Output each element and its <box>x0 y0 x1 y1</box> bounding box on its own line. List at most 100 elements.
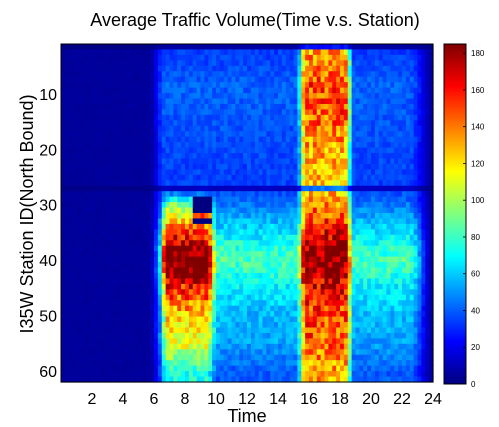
heatmap-cell <box>177 207 182 214</box>
heatmap-cell <box>417 153 422 160</box>
heatmap-cell <box>103 163 109 170</box>
heatmap-cell <box>278 207 283 214</box>
heatmap-cell <box>192 153 198 160</box>
heatmap-cell <box>359 300 364 307</box>
heatmap-cell <box>347 223 353 230</box>
heatmap-cell <box>371 223 376 230</box>
heatmap-cell <box>320 131 326 138</box>
heatmap-cell <box>270 76 275 83</box>
heatmap-cell <box>200 71 205 78</box>
heatmap-cell <box>402 82 407 89</box>
heatmap-cell <box>340 283 345 290</box>
heatmap-cell <box>150 103 155 111</box>
heatmap-cell <box>157 44 163 51</box>
heatmap-cell <box>340 213 345 220</box>
heatmap-cell <box>363 294 368 301</box>
heatmap-cell <box>192 71 198 78</box>
heatmap-cell <box>351 262 357 269</box>
heatmap-cell <box>123 114 128 121</box>
heatmap-cell <box>363 60 368 67</box>
heatmap-cell <box>80 87 85 94</box>
heatmap-cell <box>340 251 345 258</box>
heatmap-cell <box>382 109 388 116</box>
heatmap-cell <box>394 87 399 94</box>
heatmap-cell <box>61 278 66 285</box>
heatmap-cell <box>72 169 78 176</box>
heatmap-cell <box>119 163 124 170</box>
heatmap-cell <box>262 251 267 258</box>
heatmap-cell <box>429 229 434 236</box>
heatmap-cell <box>266 229 271 236</box>
heatmap-cell <box>235 196 240 203</box>
heatmap-cell <box>371 294 376 301</box>
heatmap-cell <box>324 136 329 143</box>
heatmap-cell <box>157 54 163 61</box>
heatmap-cell <box>359 262 364 269</box>
heatmap-cell <box>84 103 89 111</box>
heatmap-cell <box>130 289 136 296</box>
heatmap-cell <box>332 305 337 312</box>
heatmap-cell <box>405 267 411 274</box>
heatmap-cell <box>76 207 81 214</box>
heatmap-cell <box>181 185 186 192</box>
heatmap-cell <box>274 272 279 280</box>
heatmap-cell <box>247 60 252 67</box>
heatmap-cell <box>394 191 399 198</box>
heatmap-cell <box>309 54 314 61</box>
heatmap-cell <box>200 60 205 67</box>
heatmap-cell <box>80 76 85 83</box>
heatmap-cell <box>309 174 314 181</box>
heatmap-cell <box>181 109 186 116</box>
heatmap-cell <box>200 191 205 198</box>
heatmap-cell <box>281 158 287 165</box>
heatmap-cell <box>285 76 291 83</box>
heatmap-cell <box>95 202 101 209</box>
heatmap-cell <box>320 267 326 274</box>
heatmap-cell <box>305 322 310 329</box>
heatmap-cell <box>355 240 360 247</box>
heatmap-cell <box>126 294 132 301</box>
heatmap-cell <box>99 44 105 51</box>
heatmap-cell <box>285 136 291 143</box>
heatmap-cell <box>76 44 81 51</box>
heatmap-cell <box>80 240 85 247</box>
heatmap-cell <box>115 98 120 105</box>
heatmap-cell <box>115 180 120 187</box>
heatmap-cell <box>281 174 287 181</box>
heatmap-cell <box>289 245 295 252</box>
heatmap-cell <box>312 71 318 78</box>
heatmap-cell <box>312 316 318 323</box>
heatmap-cell <box>80 262 85 269</box>
heatmap-cell <box>293 163 298 170</box>
heatmap-cell <box>262 283 267 290</box>
heatmap-cell <box>64 218 70 225</box>
heatmap-cell <box>343 82 349 89</box>
heatmap-cell <box>347 180 353 187</box>
heatmap-cell <box>402 311 407 318</box>
heatmap-cell <box>394 109 399 116</box>
heatmap-cell <box>289 267 295 274</box>
heatmap-cell <box>363 191 368 198</box>
heatmap-cell <box>254 272 260 280</box>
heatmap-cell <box>316 60 322 67</box>
heatmap-cell <box>212 125 217 132</box>
heatmap-cell <box>223 223 229 230</box>
heatmap-cell <box>309 71 314 78</box>
heatmap-cell <box>103 125 109 132</box>
heatmap-cell <box>328 311 333 318</box>
heatmap-cell <box>297 305 302 312</box>
heatmap-cell <box>146 153 151 160</box>
heatmap-cell <box>161 44 167 51</box>
heatmap-cell <box>413 234 419 241</box>
heatmap-cell <box>421 278 426 285</box>
heatmap-cell <box>405 174 411 181</box>
heatmap-cell <box>157 125 163 132</box>
heatmap-cell <box>165 240 171 247</box>
heatmap-cell <box>204 262 209 269</box>
heatmap-cell <box>324 93 329 100</box>
heatmap-cell <box>382 196 388 203</box>
heatmap-cell <box>185 54 190 61</box>
heatmap-cell <box>247 191 252 198</box>
heatmap-cell <box>146 142 151 149</box>
heatmap-cell <box>138 158 143 165</box>
